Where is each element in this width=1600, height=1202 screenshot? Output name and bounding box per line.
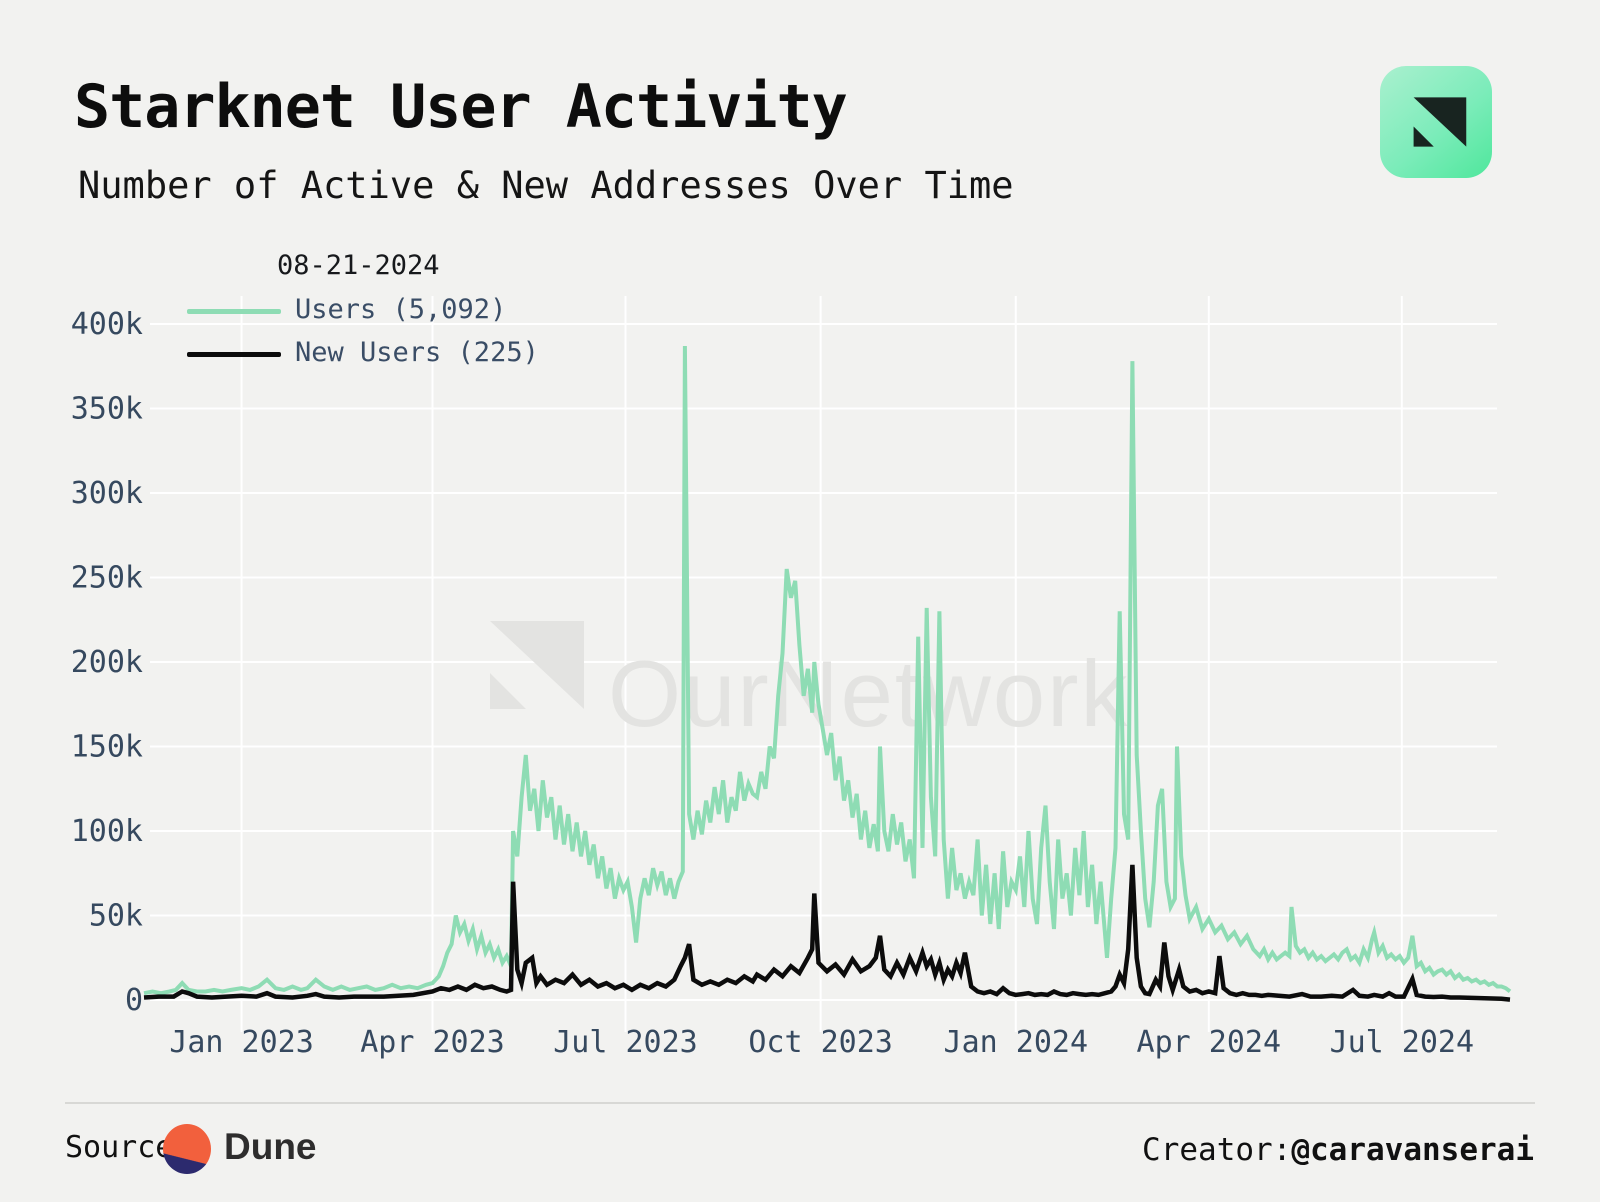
x-axis-tick-label: Apr 2024 <box>1137 1025 1282 1060</box>
ournetwork-logo-glyph <box>1413 97 1467 147</box>
watermark-text: OurNetwork <box>608 641 1129 746</box>
y-axis-tick-label: 200k <box>71 645 143 680</box>
page-title: Starknet User Activity <box>74 72 848 142</box>
x-axis-tick-label: Jul 2023 <box>553 1025 698 1060</box>
users-line <box>143 345 1512 996</box>
source-name: Dune <box>224 1126 317 1167</box>
y-axis-tick-label: 150k <box>71 730 143 765</box>
new-users-legend-label: New Users (225) <box>295 337 539 368</box>
users-legend-label: Users (5,092) <box>295 294 507 325</box>
x-axis-tick-label: Oct 2023 <box>748 1025 893 1060</box>
legend-date: 08-21-2024 <box>277 250 440 281</box>
creator-label: Creator: <box>1142 1132 1292 1168</box>
y-axis-tick-label: 400k <box>71 307 143 342</box>
footer-divider <box>65 1102 1535 1104</box>
ournetwork-logo-icon <box>1380 66 1492 178</box>
x-axis-tick-label: Jan 2023 <box>169 1025 314 1060</box>
y-axis-tick-label: 250k <box>71 561 143 596</box>
y-axis-tick-label: 300k <box>71 476 143 511</box>
x-axis-tick-label: Jul 2024 <box>1330 1025 1475 1060</box>
y-axis-tick-label: 100k <box>71 814 143 849</box>
watermark-logo-icon <box>490 621 584 709</box>
creator-credit: Creator:@caravanserai <box>1142 1132 1534 1168</box>
users-legend-swatch <box>187 309 281 314</box>
x-axis-tick-label: Apr 2023 <box>360 1025 505 1060</box>
y-axis-tick-label: 50k <box>89 899 143 934</box>
x-axis-tick-label: Jan 2024 <box>944 1025 1089 1060</box>
page-subtitle: Number of Active & New Addresses Over Ti… <box>78 164 1014 207</box>
y-axis-tick-label: 350k <box>71 392 143 427</box>
dune-logo-icon <box>163 1124 211 1174</box>
new_users-line <box>143 864 1511 1002</box>
y-axis-tick-label: 0 <box>125 983 143 1018</box>
new-users-legend-swatch <box>187 352 281 357</box>
creator-handle: @caravanserai <box>1291 1132 1534 1168</box>
